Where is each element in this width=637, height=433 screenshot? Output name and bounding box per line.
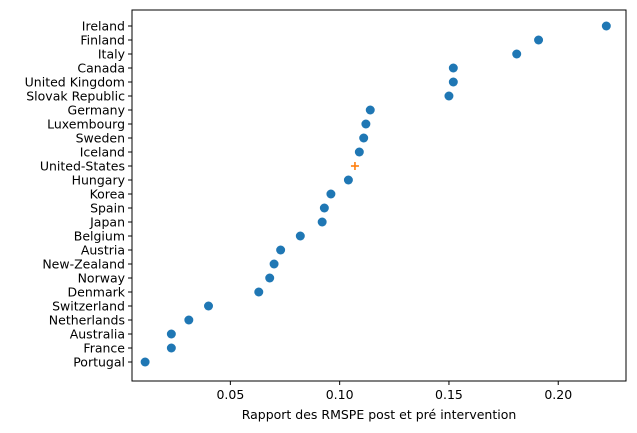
data-point xyxy=(319,203,329,213)
data-point xyxy=(276,245,286,255)
y-tick-label: Germany xyxy=(68,103,126,118)
y-tick-label: Canada xyxy=(77,61,125,76)
data-point xyxy=(448,77,458,87)
data-point xyxy=(269,259,279,269)
data-point xyxy=(354,147,364,157)
y-tick-label: Spain xyxy=(90,201,125,216)
data-point-plus xyxy=(350,162,359,170)
y-tick-label: Australia xyxy=(70,327,125,342)
data-points xyxy=(140,21,611,367)
data-point xyxy=(254,287,264,297)
data-point xyxy=(265,273,275,283)
y-tick-label: Norway xyxy=(78,271,126,286)
data-point xyxy=(166,343,176,353)
data-point xyxy=(184,315,194,325)
y-tick-label: Sweden xyxy=(76,131,125,146)
y-tick-label: Slovak Republic xyxy=(26,89,125,104)
y-tick-label: United-States xyxy=(40,159,125,174)
data-point xyxy=(534,35,544,45)
x-axis: 0.05 0.10 0.15 0.20 xyxy=(216,381,572,402)
x-tick-label: 0.15 xyxy=(435,387,463,402)
data-point xyxy=(140,357,150,367)
data-point xyxy=(295,231,305,241)
data-point xyxy=(601,21,611,31)
data-point xyxy=(317,217,327,227)
x-tick-label: 0.05 xyxy=(216,387,244,402)
y-tick-label: Italy xyxy=(98,47,126,62)
y-tick-label: Belgium xyxy=(74,229,125,244)
y-tick-label: Korea xyxy=(90,187,125,202)
y-tick-label: France xyxy=(83,341,125,356)
y-tick-label: Denmark xyxy=(68,285,126,300)
data-point xyxy=(343,175,353,185)
data-point xyxy=(512,49,522,59)
data-point xyxy=(166,329,176,339)
y-tick-label: Japan xyxy=(89,215,125,230)
x-tick-label: 0.20 xyxy=(544,387,572,402)
y-tick-label: Iceland xyxy=(80,145,125,160)
y-tick-label: Netherlands xyxy=(49,313,125,328)
y-tick-label: Ireland xyxy=(82,19,125,34)
y-tick-label: Portugal xyxy=(73,355,125,370)
y-tick-label: Finland xyxy=(80,33,125,48)
data-point xyxy=(448,63,458,73)
data-point xyxy=(204,301,214,311)
data-point xyxy=(359,133,369,143)
x-axis-title: Rapport des RMSPE post et pré interventi… xyxy=(242,407,517,422)
y-tick-label: Austria xyxy=(81,243,125,258)
data-point xyxy=(361,119,371,129)
plot-area xyxy=(131,9,627,382)
y-tick-label: United Kingdom xyxy=(25,75,125,90)
data-point xyxy=(326,189,336,199)
data-point xyxy=(444,91,454,101)
y-tick-label: New-Zealand xyxy=(42,257,125,272)
y-tick-label: Switzerland xyxy=(52,299,125,314)
x-tick-label: 0.10 xyxy=(326,387,354,402)
y-tick-label: Hungary xyxy=(72,173,126,188)
data-point xyxy=(365,105,375,115)
y-tick-label: Luxembourg xyxy=(47,117,125,132)
